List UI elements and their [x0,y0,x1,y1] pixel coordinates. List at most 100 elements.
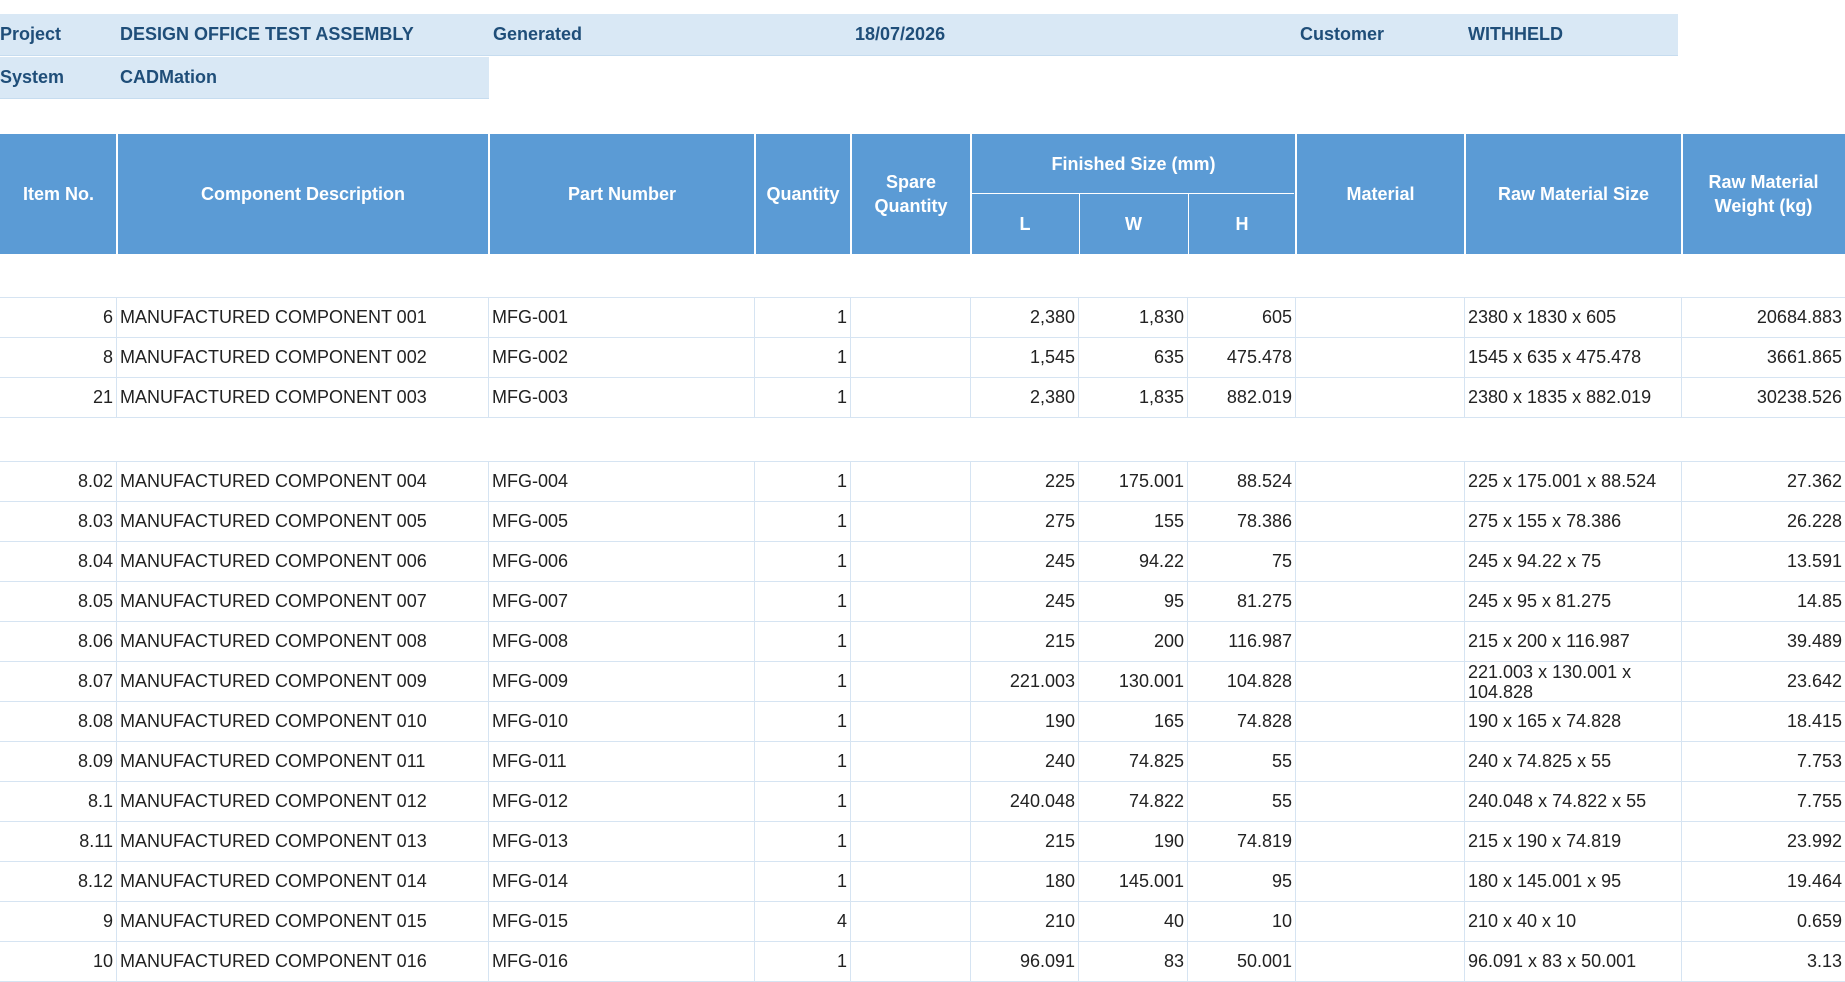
height-cell[interactable]: 605 [1188,298,1296,337]
length-cell[interactable]: 240 [971,742,1079,781]
part-number-cell[interactable]: MFG-005 [489,502,755,541]
table-row[interactable]: 8.11 MANUFACTURED COMPONENT 013 MFG-013 1 21… [0,822,1845,862]
length-cell[interactable]: 221.003 [971,662,1079,701]
spare-quantity-cell[interactable] [851,622,971,661]
quantity-cell[interactable]: 4 [755,902,851,941]
raw-material-weight-cell[interactable]: 20684.883 [1756,307,1842,327]
part-number-cell[interactable]: MFG-007 [489,582,755,621]
header-quantity[interactable]: Quantity [766,184,840,204]
height-cell[interactable]: 74.828 [1188,702,1296,741]
raw-material-weight-cell[interactable]: 7.753 [1796,751,1842,771]
raw-material-weight-cell[interactable]: 19.464 [1786,871,1842,891]
header-raw-material-weight[interactable]: Raw Material Weight (kg) [1708,172,1819,216]
table-row[interactable]: 10 MANUFACTURED COMPONENT 016 MFG-016 1 96.0… [0,942,1845,982]
width-cell[interactable]: 74.825 [1079,742,1188,781]
spare-quantity-cell[interactable] [851,862,971,901]
width-cell[interactable]: 155 [1079,502,1188,541]
header-item-no[interactable]: Item No. [22,184,94,204]
raw-material-size-cell[interactable]: 245 x 94.22 x 75 [1465,542,1682,581]
width-cell[interactable]: 1,830 [1079,298,1188,337]
description-cell[interactable]: MANUFACTURED COMPONENT 012 [117,782,489,821]
customer-value[interactable]: WITHHELD [1468,24,1563,44]
width-cell[interactable]: 190 [1079,822,1188,861]
item-no-cell[interactable]: 9 [0,902,117,941]
header-finished-size[interactable]: Finished Size (mm) [1051,153,1216,174]
quantity-cell[interactable]: 1 [755,298,851,337]
width-cell[interactable]: 175.001 [1079,462,1188,501]
table-row[interactable]: 8.1 MANUFACTURED COMPONENT 012 MFG-012 1 240… [0,782,1845,822]
width-cell[interactable]: 635 [1079,338,1188,377]
quantity-cell[interactable]: 1 [755,782,851,821]
item-no-cell[interactable]: 8.08 [0,702,117,741]
item-no-cell[interactable]: 8.09 [0,742,117,781]
material-cell[interactable] [1296,462,1465,501]
raw-material-weight-cell[interactable]: 7.755 [1796,791,1842,811]
width-cell[interactable]: 165 [1079,702,1188,741]
length-cell[interactable]: 2,380 [971,298,1079,337]
item-no-cell[interactable]: 8.12 [0,862,117,901]
material-cell[interactable] [1296,582,1465,621]
raw-material-size-cell[interactable]: 190 x 165 x 74.828 [1465,702,1682,741]
part-number-cell[interactable]: MFG-013 [489,822,755,861]
item-no-cell[interactable]: 6 [0,298,117,337]
part-number-cell[interactable]: MFG-001 [489,298,755,337]
table-row[interactable]: 8.05 MANUFACTURED COMPONENT 007 MFG-007 1 24… [0,582,1845,622]
width-cell[interactable]: 95 [1079,582,1188,621]
table-row[interactable]: 8.04 MANUFACTURED COMPONENT 006 MFG-006 1 24… [0,542,1845,582]
raw-material-size-cell[interactable]: 221.003 x 130.001 x 104.828 [1465,662,1682,701]
height-cell[interactable]: 88.524 [1188,462,1296,501]
part-number-cell[interactable]: MFG-009 [489,662,755,701]
height-cell[interactable]: 55 [1188,782,1296,821]
part-number-cell[interactable]: MFG-011 [489,742,755,781]
description-cell[interactable]: MANUFACTURED COMPONENT 016 [117,942,489,981]
quantity-cell[interactable]: 1 [755,942,851,981]
height-cell[interactable]: 75 [1188,542,1296,581]
quantity-cell[interactable]: 1 [755,462,851,501]
height-cell[interactable]: 95 [1188,862,1296,901]
spare-quantity-cell[interactable] [851,662,971,701]
raw-material-size-cell[interactable]: 215 x 200 x 116.987 [1465,622,1682,661]
material-cell[interactable] [1296,822,1465,861]
raw-material-weight-cell[interactable]: 3661.865 [1766,347,1842,367]
width-cell[interactable]: 200 [1079,622,1188,661]
height-cell[interactable]: 116.987 [1188,622,1296,661]
spare-quantity-cell[interactable] [851,782,971,821]
item-no-cell[interactable]: 8.03 [0,502,117,541]
item-no-cell[interactable]: 8.02 [0,462,117,501]
spare-quantity-cell[interactable] [851,502,971,541]
raw-material-size-cell[interactable]: 2380 x 1835 x 882.019 [1465,378,1682,417]
description-cell[interactable]: MANUFACTURED COMPONENT 007 [117,582,489,621]
material-cell[interactable] [1296,742,1465,781]
item-no-cell[interactable]: 8.1 [0,782,117,821]
raw-material-size-cell[interactable]: 245 x 95 x 81.275 [1465,582,1682,621]
table-row[interactable]: 8.03 MANUFACTURED COMPONENT 005 MFG-005 1 27… [0,502,1845,542]
height-cell[interactable]: 10 [1188,902,1296,941]
width-cell[interactable]: 83 [1079,942,1188,981]
raw-material-size-cell[interactable]: 225 x 175.001 x 88.524 [1465,462,1682,501]
raw-material-size-cell[interactable]: 96.091 x 83 x 50.001 [1465,942,1682,981]
height-cell[interactable]: 475.478 [1188,338,1296,377]
quantity-cell[interactable]: 1 [755,582,851,621]
raw-material-weight-cell[interactable]: 23.642 [1786,671,1842,691]
header-spare-quantity[interactable]: Spare Quantity [874,172,948,216]
header-description[interactable]: Component Description [200,184,405,204]
table-row[interactable]: 8.12 MANUFACTURED COMPONENT 014 MFG-014 1 18… [0,862,1845,902]
table-row[interactable]: 21 MANUFACTURED COMPONENT 003 MFG-003 1 2,38… [0,378,1845,418]
spare-quantity-cell[interactable] [851,338,971,377]
item-no-cell[interactable]: 8 [0,338,117,377]
length-cell[interactable]: 225 [971,462,1079,501]
height-cell[interactable]: 81.275 [1188,582,1296,621]
spare-quantity-cell[interactable] [851,742,971,781]
height-cell[interactable]: 104.828 [1188,662,1296,701]
height-cell[interactable]: 55 [1188,742,1296,781]
table-row[interactable]: 8.09 MANUFACTURED COMPONENT 011 MFG-011 1 24… [0,742,1845,782]
table-row[interactable]: 8.02 MANUFACTURED COMPONENT 004 MFG-004 1 22… [0,462,1845,502]
material-cell[interactable] [1296,782,1465,821]
material-cell[interactable] [1296,542,1465,581]
item-no-cell[interactable]: 8.06 [0,622,117,661]
table-row[interactable]: 9 MANUFACTURED COMPONENT 015 MFG-015 4 210 40… [0,902,1845,942]
length-cell[interactable]: 245 [971,542,1079,581]
width-cell[interactable]: 145.001 [1079,862,1188,901]
part-number-cell[interactable]: MFG-016 [489,942,755,981]
description-cell[interactable]: MANUFACTURED COMPONENT 011 [117,742,489,781]
